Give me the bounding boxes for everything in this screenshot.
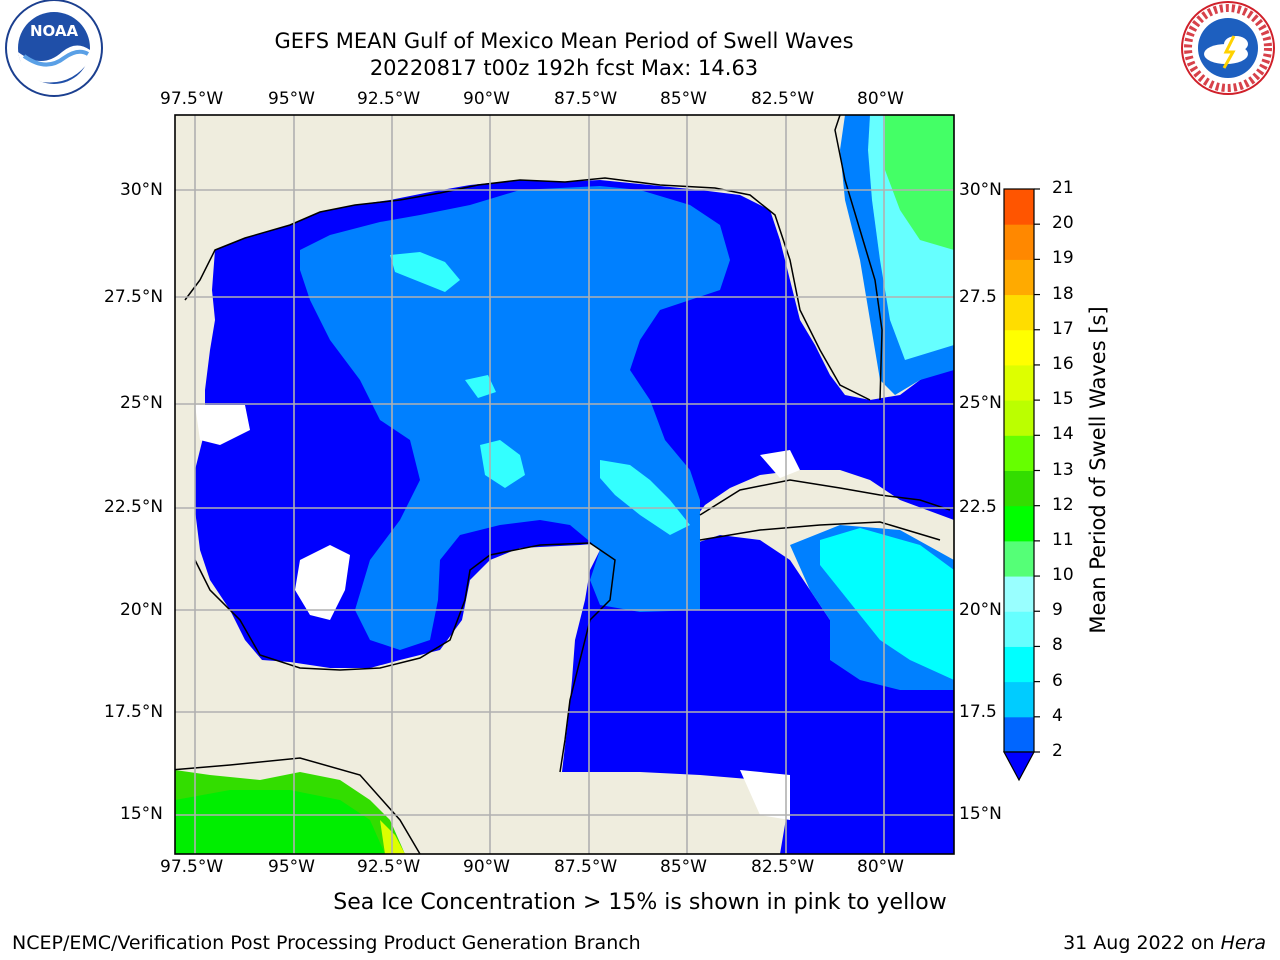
colorbar-segment [1004, 611, 1034, 647]
lon-label-top: 87.5°W [554, 89, 618, 109]
map-subtitle: 20220817 t00z 192h fcst Max: 14.63 [369, 56, 759, 80]
colorbar-segment [1004, 435, 1034, 471]
colorbar-segment [1004, 716, 1034, 753]
lat-label-right: 27.5 [959, 287, 997, 307]
colorbar-tick-label: 4 [1052, 705, 1063, 726]
colorbar-tick-label: 13 [1052, 459, 1074, 480]
map-title: GEFS MEAN Gulf of Mexico Mean Period of … [274, 29, 854, 53]
lon-label-bottom: 85°W [660, 857, 707, 877]
colorbar-segment [1004, 646, 1034, 683]
colorbar-tick-label: 18 [1052, 283, 1074, 304]
colorbar-tick-label: 9 [1052, 600, 1063, 621]
swell-9s-atlantic [885, 115, 954, 250]
lat-label-left: 15°N [120, 804, 163, 824]
lat-label-right: 30°N [959, 180, 1002, 200]
lat-label-right: 17.5 [959, 702, 997, 722]
colorbar-segment [1004, 364, 1034, 401]
sea-ice-note: Sea Ice Concentration > 15% is shown in … [333, 890, 947, 915]
swell-6s-yucatan [600, 460, 690, 535]
colorbar-tick-label: 8 [1052, 635, 1063, 656]
missing-se [760, 450, 800, 478]
colorbar [1004, 188, 1040, 753]
colorbar-title: Mean Period of Swell Waves [s] [1086, 306, 1110, 634]
noaa-logo-icon: NOAA [5, 0, 103, 97]
lon-label-bottom: 97.5°W [160, 857, 224, 877]
map-frame [174, 114, 955, 855]
lon-label-top: 95°W [268, 89, 315, 109]
footer-date: 31 Aug 2022 on Hera [1063, 932, 1266, 954]
lon-label-bottom: 82.5°W [751, 857, 815, 877]
colorbar-tick-label: 14 [1052, 424, 1074, 445]
swell-6s-center [480, 440, 525, 488]
footer-host: Hera [1220, 932, 1266, 954]
pacific-swell-12s [175, 790, 385, 854]
colorbar-extend-arrow [1002, 751, 1036, 782]
lat-label-right: 20°N [959, 600, 1002, 620]
colorbar-tick-label: 19 [1052, 248, 1074, 269]
colorbar-segment [1004, 505, 1034, 542]
lon-label-top: 80°W [857, 89, 904, 109]
lon-label-bottom: 95°W [268, 857, 315, 877]
colorbar-segment [1004, 329, 1034, 366]
missing-w [195, 405, 250, 445]
lon-label-bottom: 92.5°W [357, 857, 421, 877]
colorbar-segment [1004, 470, 1034, 507]
lat-label-left: 25°N [120, 393, 163, 413]
lat-label-right: 25°N [959, 393, 1002, 413]
lon-label-bottom: 90°W [463, 857, 510, 877]
colorbar-segment [1004, 189, 1034, 225]
colorbar-tick-label: 16 [1052, 353, 1074, 374]
gridlines [175, 115, 954, 854]
lat-label-left: 22.5°N [104, 497, 164, 517]
colorbar-segment [1004, 400, 1034, 436]
missing-sw [295, 545, 350, 620]
lon-label-top: 97.5°W [160, 89, 224, 109]
colorbar-segment [1004, 681, 1034, 718]
swell-8s-caribbean [820, 528, 954, 680]
colorbar-tick-label: 17 [1052, 318, 1074, 339]
footer-credit: NCEP/EMC/Verification Post Processing Pr… [12, 932, 641, 954]
swell-4s [300, 186, 730, 650]
lat-label-left: 27.5°N [104, 287, 164, 307]
lat-label-left: 30°N [120, 180, 163, 200]
lon-label-bottom: 87.5°W [554, 857, 618, 877]
noaa-logo-text: NOAA [30, 22, 79, 40]
swell-6s-center2 [465, 375, 496, 398]
colorbar-segment [1004, 540, 1034, 577]
lat-label-left: 17.5°N [104, 702, 164, 722]
lon-label-bottom: 80°W [857, 857, 904, 877]
colorbar-tick-label: 12 [1052, 494, 1074, 515]
colorbar-tick-label: 10 [1052, 565, 1074, 586]
nws-logo-icon [1181, 1, 1275, 95]
lon-label-top: 92.5°W [357, 89, 421, 109]
lat-label-right: 15°N [959, 804, 1002, 824]
lon-label-top: 82.5°W [751, 89, 815, 109]
colorbar-tick-label: 15 [1052, 389, 1074, 410]
footer-date-text: 31 Aug 2022 on [1063, 932, 1221, 954]
colorbar-segment [1004, 294, 1034, 331]
lat-label-left: 20°N [120, 600, 163, 620]
lat-label-right: 22.5 [959, 497, 997, 517]
colorbar-segment [1004, 224, 1034, 260]
colorbar-tick-label: 11 [1052, 529, 1074, 550]
colorbar-segment [1004, 259, 1034, 296]
lon-label-top: 90°W [463, 89, 510, 109]
colorbar-tick-label: 20 [1052, 213, 1074, 234]
lon-label-top: 85°W [660, 89, 707, 109]
colorbar-segment [1004, 576, 1034, 612]
colorbar-tick-label: 6 [1052, 670, 1063, 691]
colorbar-tick-label: 2 [1052, 741, 1063, 761]
missing-carib [740, 770, 790, 820]
swell-6s-north [390, 252, 460, 292]
coastline [175, 115, 951, 854]
colorbar-tick-label: 21 [1052, 178, 1074, 198]
